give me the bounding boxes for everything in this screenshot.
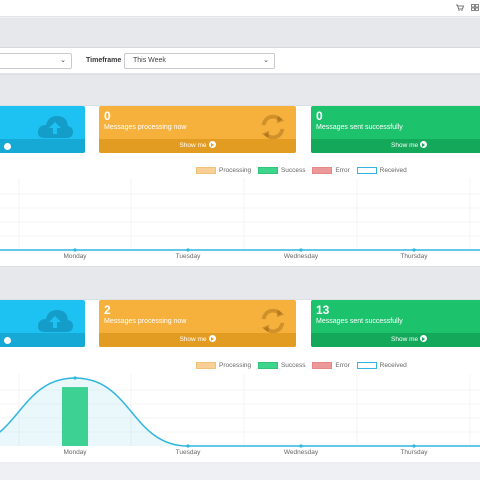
success-label: Messages sent successfully <box>316 124 403 131</box>
x-axis-label: Thursday <box>400 449 428 456</box>
success-label: Messages sent successfully <box>316 318 403 325</box>
stats-section-2: 2 Messages processing now Show me 13 Mes… <box>0 300 480 462</box>
processing-count: 0 <box>104 109 111 123</box>
activity-chart-1: Monday Tuesday Wednesday Thursday <box>0 178 480 260</box>
legend-swatch-success <box>257 362 278 369</box>
section-divider <box>0 74 480 106</box>
x-axis-label: Monday <box>63 449 87 456</box>
cloud-upload-icon <box>37 310 73 332</box>
x-axis-label: Wednesday <box>284 253 319 260</box>
legend-label-success: Success <box>280 167 306 174</box>
received-area <box>0 378 480 446</box>
cart-icon[interactable] <box>456 4 464 11</box>
received-card <box>0 300 85 347</box>
filter-bar: ⌄ Timeframe This Week ⌄ <box>0 48 480 74</box>
legend-swatch-processing <box>196 167 216 174</box>
processing-footer-label: Show me <box>179 336 207 343</box>
legend-swatch-error <box>312 167 333 174</box>
timeframe-label: Timeframe <box>86 57 122 64</box>
received-point <box>412 444 416 448</box>
success-count: 13 <box>316 303 330 317</box>
stats-section-1: 0 Messages processing now Show me 0 Mess… <box>0 106 480 266</box>
source-select[interactable]: ⌄ <box>0 53 72 69</box>
received-card <box>0 106 85 153</box>
arrow-circle-right-icon <box>420 141 428 148</box>
legend-swatch-processing <box>196 362 216 369</box>
arrow-circle-right-icon <box>208 335 216 342</box>
success-bar <box>62 387 88 446</box>
success-footer-label: Show me <box>391 142 419 149</box>
success-show-me[interactable]: Show me <box>311 139 480 153</box>
success-count: 0 <box>316 109 323 123</box>
success-show-me[interactable]: Show me <box>311 333 480 347</box>
chevron-down-icon: ⌄ <box>263 57 269 64</box>
timeframe-select-value: This Week <box>133 57 166 64</box>
success-footer-label: Show me <box>391 336 419 343</box>
legend-label-success: Success <box>280 362 306 369</box>
legend-label-error: Error <box>335 362 350 369</box>
legend-label-processing: Processing <box>219 167 252 174</box>
arrow-circle-right-icon <box>208 141 216 148</box>
refresh-icon <box>261 308 285 334</box>
legend-swatch-received <box>356 167 377 174</box>
x-axis-label: Monday <box>63 253 87 260</box>
received-point <box>186 248 190 252</box>
x-axis-label: Thursday <box>400 253 428 260</box>
processing-label: Messages processing now <box>104 124 187 131</box>
x-axis-label: Wednesday <box>284 449 319 456</box>
received-point <box>412 248 416 252</box>
chevron-down-icon: ⌄ <box>60 57 66 64</box>
legend-swatch-received <box>356 362 377 369</box>
success-card: 13 Messages sent successfully Show me <box>311 300 480 347</box>
timeframe-select[interactable]: This Week ⌄ <box>124 53 275 69</box>
arrow-circle-right-icon <box>4 142 11 150</box>
legend-swatch-error <box>312 362 333 369</box>
chart-legend: Processing Success Error Received <box>196 362 407 369</box>
received-card-footer[interactable] <box>0 139 85 153</box>
arrow-circle-right-icon <box>420 335 428 342</box>
processing-show-me[interactable]: Show me <box>99 139 296 153</box>
processing-footer-label: Show me <box>179 142 207 149</box>
cloud-upload-icon <box>37 116 73 138</box>
legend-label-processing: Processing <box>219 362 252 369</box>
processing-card: 0 Messages processing now Show me <box>99 106 296 153</box>
arrow-circle-right-icon <box>4 336 11 344</box>
processing-count: 2 <box>104 303 111 317</box>
activity-chart-2: Monday Tuesday Wednesday Thursday <box>0 374 480 456</box>
processing-label: Messages processing now <box>104 318 187 325</box>
legend-label-received: Received <box>379 362 407 369</box>
received-point <box>73 376 77 380</box>
received-point <box>186 444 190 448</box>
sub-navigation <box>0 18 480 48</box>
received-card-footer[interactable] <box>0 333 85 347</box>
received-line <box>0 377 480 447</box>
x-axis-label: Tuesday <box>176 253 201 260</box>
received-point <box>73 248 77 252</box>
chart-legend: Processing Success Error Received <box>196 167 407 174</box>
processing-card: 2 Messages processing now Show me <box>99 300 296 347</box>
received-point <box>299 248 303 252</box>
section-divider <box>0 266 480 300</box>
success-card: 0 Messages sent successfully Show me <box>311 106 480 153</box>
refresh-icon <box>261 114 285 140</box>
legend-swatch-success <box>257 167 278 174</box>
processing-show-me[interactable]: Show me <box>99 333 296 347</box>
top-bar <box>0 0 480 17</box>
received-point <box>299 444 303 448</box>
grid-icon[interactable] <box>471 4 479 11</box>
x-axis-label: Tuesday <box>176 449 201 456</box>
legend-label-error: Error <box>335 167 350 174</box>
legend-label-received: Received <box>379 167 407 174</box>
